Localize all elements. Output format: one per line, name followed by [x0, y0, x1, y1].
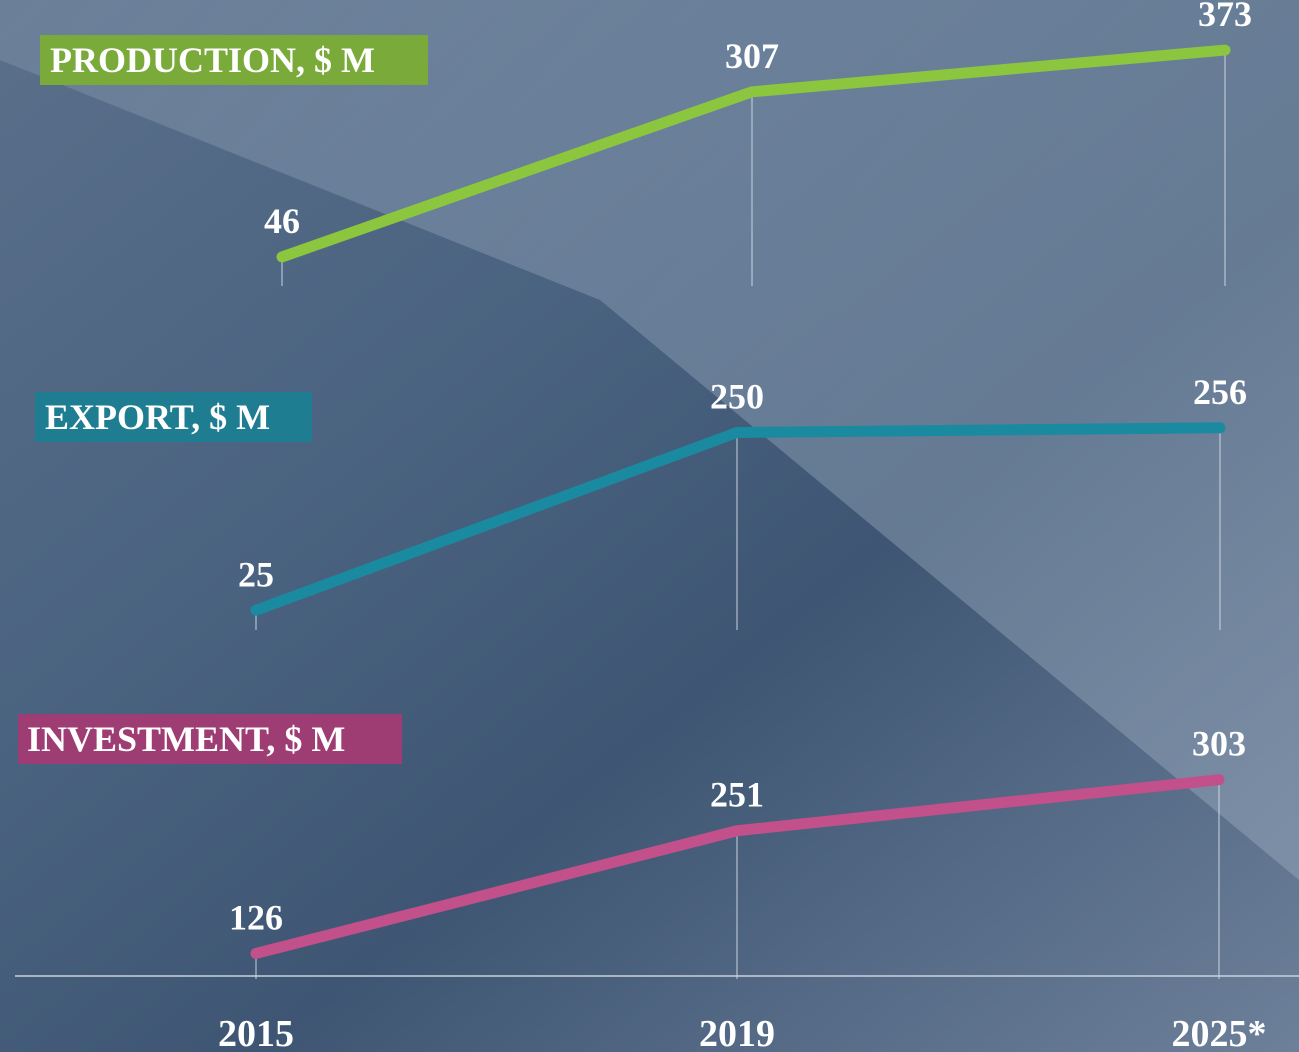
- value-label: 256: [1193, 372, 1247, 412]
- x-tick-label: 2025*: [1172, 1013, 1267, 1052]
- value-label: 46: [264, 201, 300, 241]
- value-label: 25: [238, 554, 274, 594]
- title-box: [40, 35, 428, 85]
- value-label: 303: [1192, 724, 1246, 764]
- series-line: [250, 422, 1226, 616]
- chart-title: PRODUCTION, $ M: [50, 40, 375, 80]
- value-label: 307: [725, 36, 779, 76]
- value-label: 373: [1198, 0, 1252, 34]
- title-box: [35, 392, 312, 442]
- x-tick-label: 2019: [699, 1013, 775, 1052]
- series-line: [250, 774, 1225, 959]
- chart-title: INVESTMENT, $ M: [27, 719, 345, 759]
- value-label: 126: [229, 897, 283, 937]
- title-box: [18, 714, 402, 764]
- series-line: [276, 44, 1231, 263]
- x-tick-label: 2015: [218, 1013, 294, 1052]
- background-field: [0, 0, 1299, 880]
- value-label: 250: [710, 377, 764, 417]
- value-label: 251: [710, 775, 764, 815]
- chart-title: EXPORT, $ M: [45, 397, 270, 437]
